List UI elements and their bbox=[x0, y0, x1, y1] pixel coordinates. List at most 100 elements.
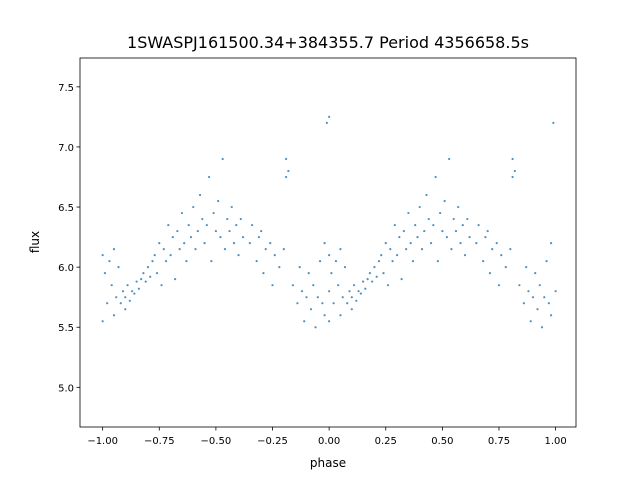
data-point bbox=[454, 229, 458, 233]
data-point bbox=[511, 175, 514, 179]
data-point bbox=[418, 205, 421, 209]
data-point bbox=[126, 284, 129, 287]
data-point bbox=[457, 205, 460, 209]
data-point bbox=[423, 229, 426, 233]
data-point bbox=[137, 287, 140, 290]
data-point bbox=[300, 290, 304, 293]
data-point bbox=[368, 272, 371, 275]
data-point bbox=[436, 260, 439, 263]
data-point bbox=[513, 169, 516, 173]
data-point bbox=[439, 211, 442, 215]
data-point bbox=[414, 223, 417, 227]
data-point bbox=[343, 266, 347, 269]
data-point bbox=[540, 326, 544, 329]
data-point bbox=[291, 284, 294, 287]
y-tick-label: 6.5 bbox=[58, 203, 74, 214]
data-point bbox=[314, 326, 317, 329]
data-point bbox=[486, 229, 489, 233]
data-point bbox=[552, 121, 555, 125]
x-tick-label: 0.75 bbox=[488, 436, 510, 447]
data-point bbox=[101, 254, 104, 257]
data-point bbox=[235, 223, 238, 227]
data-point bbox=[350, 308, 353, 311]
data-point bbox=[260, 229, 263, 233]
data-point bbox=[377, 260, 381, 263]
data-point bbox=[167, 223, 170, 227]
data-point bbox=[303, 320, 306, 323]
data-point bbox=[241, 235, 245, 239]
data-point bbox=[153, 254, 156, 257]
data-point bbox=[169, 254, 172, 257]
data-point bbox=[402, 229, 405, 233]
data-point bbox=[124, 308, 127, 311]
data-point bbox=[110, 284, 113, 287]
data-point bbox=[180, 211, 184, 215]
data-point bbox=[296, 302, 299, 305]
data-point bbox=[525, 266, 528, 269]
data-point bbox=[158, 242, 161, 245]
data-point bbox=[398, 235, 401, 239]
data-point bbox=[321, 302, 324, 305]
data-point bbox=[497, 284, 501, 287]
data-point bbox=[205, 223, 208, 227]
y-axis-label: flux bbox=[28, 231, 42, 253]
data-point bbox=[232, 242, 236, 245]
data-point bbox=[328, 320, 331, 323]
data-point bbox=[391, 260, 394, 263]
data-point bbox=[357, 290, 360, 293]
data-point bbox=[121, 290, 125, 293]
data-point bbox=[339, 314, 342, 317]
data-point bbox=[409, 242, 412, 245]
data-point bbox=[545, 260, 548, 263]
data-point bbox=[382, 272, 385, 275]
data-point bbox=[529, 320, 532, 323]
data-point bbox=[185, 260, 188, 263]
data-point bbox=[434, 175, 437, 179]
data-point bbox=[459, 242, 462, 245]
data-point bbox=[407, 211, 410, 215]
data-point bbox=[323, 314, 326, 317]
data-point bbox=[463, 254, 467, 257]
data-point bbox=[482, 260, 485, 263]
data-point bbox=[228, 229, 231, 233]
data-point bbox=[287, 169, 290, 173]
data-points bbox=[101, 115, 557, 329]
data-point bbox=[488, 272, 492, 275]
x-axis-ticks: −1.00 −0.75 −0.50 −0.25 0.00 0.25 0.50 0.75 1.00 bbox=[87, 427, 567, 447]
data-point bbox=[543, 296, 546, 299]
data-point bbox=[164, 260, 168, 263]
data-point bbox=[452, 217, 455, 221]
data-point bbox=[477, 223, 480, 227]
x-tick-label: 0.50 bbox=[431, 436, 453, 447]
data-point bbox=[364, 287, 367, 290]
data-point bbox=[531, 296, 535, 299]
data-point bbox=[140, 278, 143, 281]
data-point bbox=[416, 235, 419, 239]
data-point bbox=[536, 308, 539, 311]
data-point bbox=[162, 248, 165, 251]
data-point bbox=[146, 266, 150, 269]
chart-title: 1SWASPJ161500.34+384355.7 Period 4356658… bbox=[127, 33, 529, 52]
data-point bbox=[160, 284, 163, 287]
data-point bbox=[192, 205, 195, 209]
data-point bbox=[262, 272, 265, 275]
data-point bbox=[135, 280, 138, 283]
data-point bbox=[443, 199, 446, 203]
data-point bbox=[183, 242, 186, 245]
data-point bbox=[176, 229, 179, 233]
y-axis-ticks: 5.0 5.5 6.0 6.5 7.0 7.5 bbox=[58, 83, 80, 394]
data-point bbox=[328, 254, 331, 257]
y-tick-label: 5.5 bbox=[58, 323, 74, 334]
data-point bbox=[445, 235, 449, 239]
data-point bbox=[411, 260, 415, 263]
data-point bbox=[359, 292, 362, 295]
x-tick-label: −0.25 bbox=[257, 436, 288, 447]
data-point bbox=[334, 260, 338, 263]
data-point bbox=[219, 235, 222, 239]
y-tick-label: 5.0 bbox=[58, 383, 74, 394]
data-point bbox=[103, 272, 107, 275]
x-tick-label: 0.00 bbox=[318, 436, 340, 447]
data-point bbox=[115, 296, 118, 299]
